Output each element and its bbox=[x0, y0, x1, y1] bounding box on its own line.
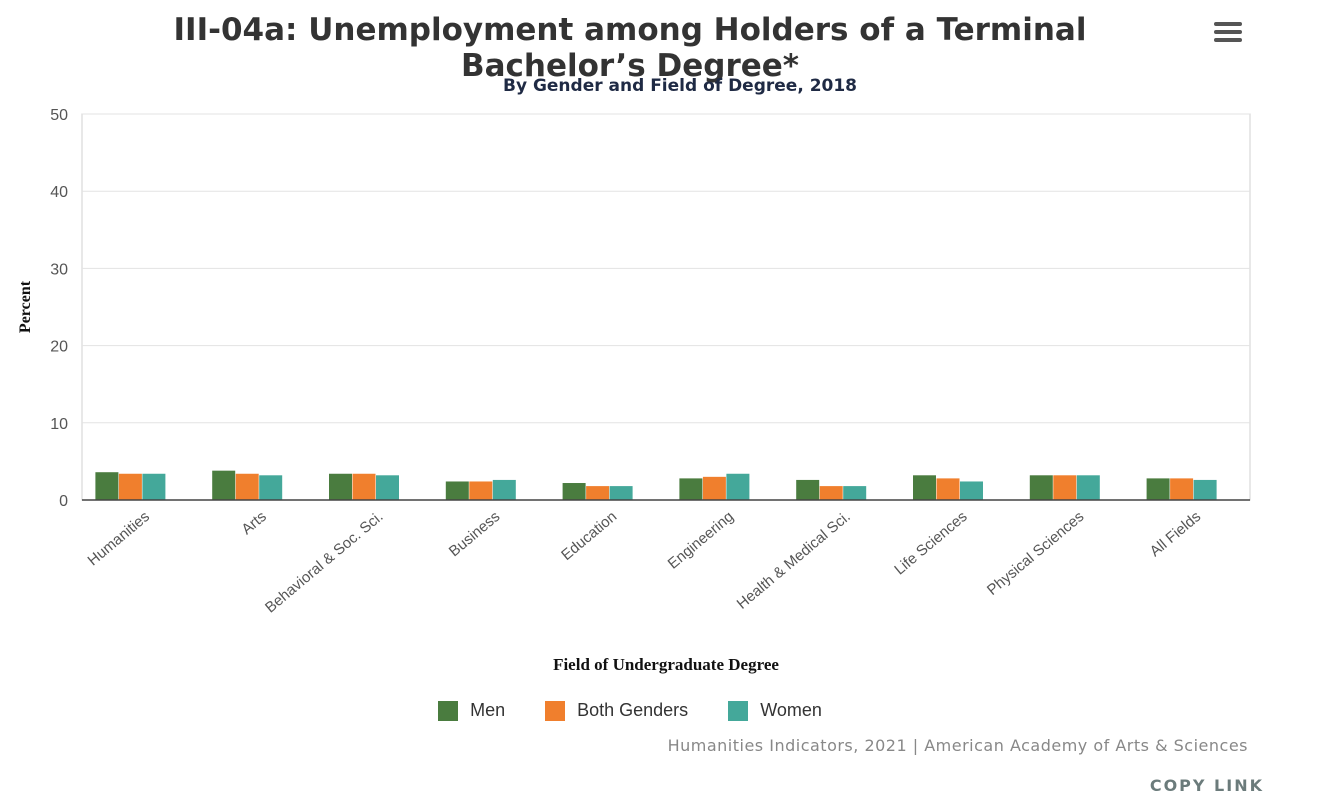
y-tick-label: 30 bbox=[50, 261, 68, 278]
y-tick-label: 10 bbox=[50, 416, 68, 433]
x-tick-label: Humanities bbox=[85, 508, 153, 569]
x-axis-label: Field of Undergraduate Degree bbox=[553, 655, 779, 674]
x-tick-label: Engineering bbox=[665, 508, 737, 572]
y-tick-label: 50 bbox=[50, 107, 68, 124]
y-tick-label: 20 bbox=[50, 339, 68, 356]
bar-both-genders[interactable]: Business — Both Genders: 2.4 bbox=[469, 481, 493, 500]
x-tick-label: Business bbox=[446, 508, 504, 560]
bar-both-genders[interactable]: Health & Medical Sci. — Both Genders: 1.… bbox=[819, 486, 843, 500]
bar-men[interactable]: Arts — Men: 3.8 bbox=[212, 470, 236, 500]
y-tick-label: 0 bbox=[59, 493, 68, 510]
bar-women[interactable]: Arts — Women: 3.2 bbox=[259, 475, 283, 500]
menu-line bbox=[1214, 30, 1242, 34]
x-tick-label: Physical Sciences bbox=[984, 508, 1088, 599]
bar-both-genders[interactable]: Life Sciences — Both Genders: 2.8 bbox=[936, 478, 960, 500]
bar-women[interactable]: Life Sciences — Women: 2.4 bbox=[960, 481, 983, 500]
legend-label: Men bbox=[470, 700, 506, 720]
x-tick-label: Behavioral & Soc. Sci. bbox=[262, 508, 387, 616]
bar-both-genders[interactable]: Humanities — Both Genders: 3.4 bbox=[118, 473, 142, 500]
bar-men[interactable]: All Fields — Men: 2.8 bbox=[1146, 478, 1170, 500]
bar-men[interactable]: Life Sciences — Men: 3.2 bbox=[913, 475, 936, 500]
bar-men[interactable]: Health & Medical Sci. — Men: 2.6 bbox=[796, 479, 820, 500]
legend: Men Both Genders Women bbox=[0, 700, 1260, 725]
bar-men[interactable]: Education — Men: 2.2 bbox=[562, 483, 586, 500]
copy-link-button[interactable]: COPY LINK bbox=[1149, 776, 1264, 795]
credits-text[interactable]: Humanities Indicators, 2021 | American A… bbox=[667, 736, 1248, 755]
bar-both-genders[interactable]: All Fields — Both Genders: 2.8 bbox=[1170, 478, 1194, 500]
x-tick-label: All Fields bbox=[1147, 508, 1205, 560]
bar-men[interactable]: Engineering — Men: 2.8 bbox=[679, 478, 703, 500]
bar-men[interactable]: Humanities — Men: 3.6 bbox=[95, 472, 119, 500]
legend-label: Both Genders bbox=[577, 700, 689, 720]
legend-swatch bbox=[438, 700, 459, 721]
legend-item[interactable]: Both Genders bbox=[545, 700, 688, 721]
legend-item[interactable]: Women bbox=[728, 700, 822, 721]
legend-swatch bbox=[545, 700, 566, 721]
bar-both-genders[interactable]: Behavioral & Soc. Sci. — Both Genders: 3… bbox=[352, 473, 376, 500]
bar-both-genders[interactable]: Arts — Both Genders: 3.4 bbox=[235, 473, 259, 500]
y-axis-label: Percent bbox=[17, 280, 34, 333]
menu-line bbox=[1214, 38, 1242, 42]
legend-label: Women bbox=[760, 700, 822, 720]
x-tick-label: Arts bbox=[238, 508, 269, 538]
bar-women[interactable]: Health & Medical Sci. — Women: 1.8 bbox=[843, 486, 867, 500]
x-tick-label: Health & Medical Sci. bbox=[734, 508, 854, 613]
hamburger-menu-icon[interactable] bbox=[1208, 18, 1248, 48]
bar-both-genders[interactable]: Physical Sciences — Both Genders: 3.2 bbox=[1053, 475, 1077, 500]
menu-line bbox=[1214, 22, 1242, 26]
bar-both-genders[interactable]: Education — Both Genders: 1.8 bbox=[586, 486, 610, 500]
bars: Humanities — Men: 3.6Humanities — Both G… bbox=[95, 470, 1217, 500]
legend-item[interactable]: Men bbox=[438, 700, 505, 721]
bar-women[interactable]: Education — Women: 1.8 bbox=[609, 486, 633, 500]
plot-border bbox=[81, 113, 1251, 501]
bar-men[interactable]: Physical Sciences — Men: 3.2 bbox=[1029, 475, 1053, 500]
bar-men[interactable]: Behavioral & Soc. Sci. — Men: 3.4 bbox=[329, 473, 352, 500]
bar-women[interactable]: Engineering — Women: 3.4 bbox=[726, 473, 750, 500]
bar-women[interactable]: Humanities — Women: 3.4 bbox=[142, 473, 166, 500]
legend-swatch bbox=[728, 700, 749, 721]
bar-women[interactable]: Business — Women: 2.6 bbox=[492, 479, 516, 500]
chart-subtitle: By Gender and Field of Degree, 2018 bbox=[502, 76, 858, 96]
bar-women[interactable]: Physical Sciences — Women: 3.2 bbox=[1076, 475, 1100, 500]
bar-women[interactable]: All Fields — Women: 2.6 bbox=[1193, 479, 1217, 500]
x-tick-label: Life Sciences bbox=[891, 508, 970, 578]
gridlines bbox=[81, 113, 1251, 501]
bar-men[interactable]: Business — Men: 2.4 bbox=[445, 481, 469, 500]
x-tick-label: Education bbox=[558, 508, 620, 564]
bar-women[interactable]: Behavioral & Soc. Sci. — Women: 3.2 bbox=[376, 475, 399, 500]
y-tick-label: 40 bbox=[50, 184, 68, 201]
bar-both-genders[interactable]: Engineering — Both Genders: 3 bbox=[702, 476, 726, 500]
chart-title: III-04a: Unemployment among Holders of a… bbox=[173, 12, 1087, 84]
